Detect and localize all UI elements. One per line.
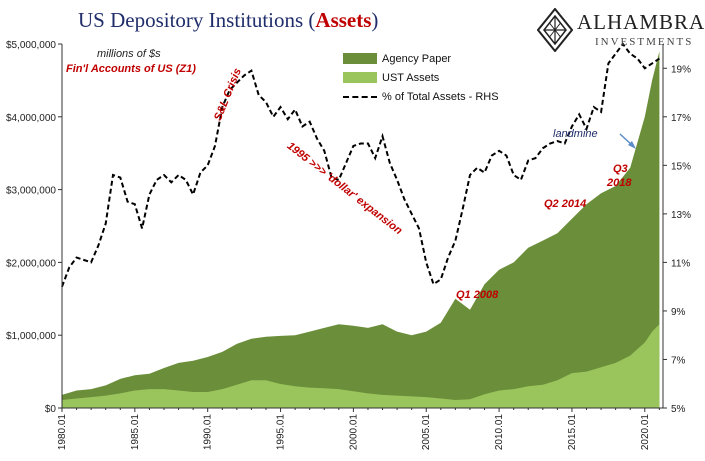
legend-item-pct-total: % of Total Assets - RHS [343,87,499,106]
annotation-2018: 2018 [607,177,632,189]
legend-item-ust-assets: UST Assets [343,68,499,87]
x-tick-label: 2015.01 [567,414,578,451]
legend-item-agency-paper: Agency Paper [343,49,499,68]
legend-swatch-ust-assets [343,72,377,83]
chart-legend: Agency Paper UST Assets % of Total Asset… [343,49,499,106]
logo-name: ALHAMBRA [577,10,705,34]
y-left-tick-label: $2,000,000 [6,258,56,269]
annotation-q2-2014: Q2 2014 [544,198,587,210]
series-line-pct-total [61,42,660,288]
x-tick-label: 1985.01 [130,414,141,451]
y-right-tick-label: 5% [671,404,686,415]
y-left-tick-label: $0 [45,404,57,415]
series-area-ust-assets [62,324,660,408]
legend-label-pct-total: % of Total Assets - RHS [382,90,499,103]
annotation-q1-2008: Q1 2008 [456,289,499,301]
y-right-tick-label: 9% [671,307,686,318]
chart-title: US Depository Institutions (Assets) [78,8,379,32]
x-tick-label: 2010.01 [494,414,505,451]
source-note: Fin'l Accounts of US (Z1) [66,63,196,75]
legend-swatch-agency-paper [343,53,377,64]
legend-label-agency-paper: Agency Paper [382,52,452,65]
logo-subtitle: INVESTMENTS [595,36,694,48]
alhambra-diamond-icon [536,7,574,53]
x-tick-label: 2000.01 [348,414,359,451]
y-left-tick-label: $1,000,000 [6,331,56,342]
x-tick-label: 1995.01 [276,414,287,451]
x-tick-label: 2005.01 [421,414,432,451]
annotation-landmine: landmine [553,128,598,140]
y-left-tick-label: $3,000,000 [6,186,56,197]
x-tick-label: 2020.01 [640,414,651,451]
company-logo: ALHAMBRA INVESTMENTS [536,7,705,58]
landmine-arrowhead [628,141,636,149]
legend-swatch-pct-total [343,95,377,98]
y-right-tick-label: 15% [671,161,691,172]
legend-label-ust-assets: UST Assets [382,71,440,84]
x-tick-label: 1990.01 [203,414,214,451]
y-left-tick-label: $4,000,000 [6,113,56,124]
y-left-tick-label: $5,000,000 [6,40,56,51]
x-tick-label: 1980.01 [57,414,68,451]
units-note: millions of $s [97,48,161,60]
y-right-tick-label: 7% [671,355,686,366]
y-right-tick-label: 13% [671,210,691,221]
y-right-tick-label: 11% [671,258,690,269]
y-right-tick-label: 19% [671,64,691,75]
y-right-tick-label: 17% [671,113,691,124]
series-area-agency-paper [62,51,660,409]
annotation-q3: Q3 [613,163,628,175]
